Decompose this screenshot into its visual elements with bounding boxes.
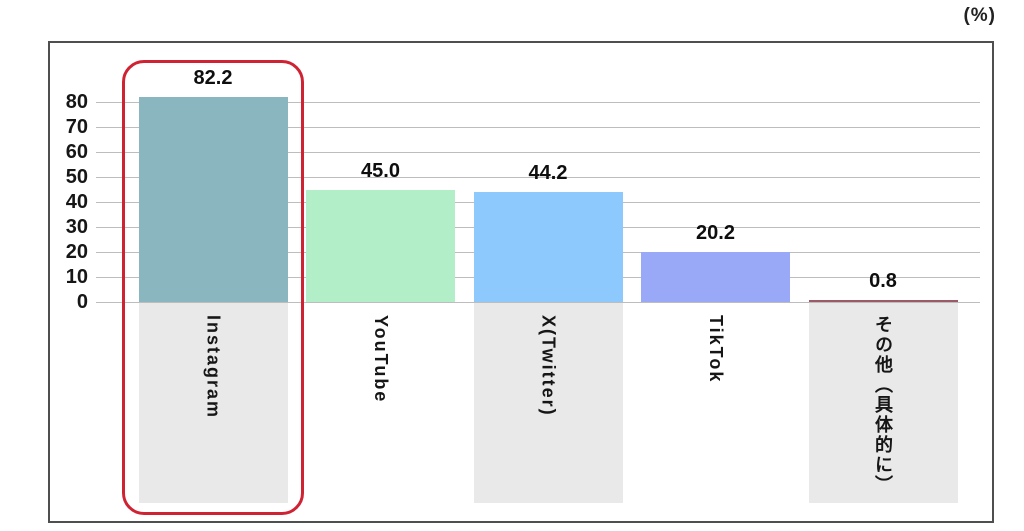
value-label: 45.0 bbox=[361, 159, 400, 182]
chart-plot-border bbox=[48, 41, 994, 523]
gridline bbox=[96, 152, 980, 153]
gridline bbox=[96, 102, 980, 103]
y-axis-tick-label: 30 bbox=[65, 216, 88, 238]
bar bbox=[473, 191, 623, 302]
value-label: 82.2 bbox=[193, 66, 233, 89]
bar bbox=[808, 300, 958, 302]
highlight-ring bbox=[122, 60, 304, 515]
y-axis-tick-label: 10 bbox=[65, 266, 88, 288]
y-axis-tick-label: 70 bbox=[65, 116, 88, 138]
category-slab bbox=[473, 303, 623, 503]
y-axis-tick-label: 20 bbox=[65, 241, 88, 263]
gridline bbox=[96, 127, 980, 128]
y-axis-tick-label: 80 bbox=[65, 91, 88, 113]
category-label: TikTok bbox=[706, 315, 726, 384]
bar bbox=[641, 251, 790, 302]
gridline bbox=[96, 302, 980, 303]
value-label: 20.2 bbox=[696, 221, 735, 244]
category-slab bbox=[138, 303, 288, 503]
y-axis-tick-label: 50 bbox=[65, 166, 88, 188]
bar bbox=[138, 96, 288, 302]
y-axis-tick-label: 60 bbox=[65, 141, 88, 163]
value-label: 44.2 bbox=[528, 161, 568, 184]
value-label: 0.8 bbox=[869, 270, 897, 292]
y-axis-tick-label: 0 bbox=[76, 291, 88, 313]
category-label: その他（具体的に） bbox=[873, 315, 893, 495]
y-axis-tick-label: 40 bbox=[65, 191, 88, 213]
bar bbox=[306, 189, 455, 302]
category-label: YouTube bbox=[371, 315, 391, 404]
category-slab bbox=[808, 303, 958, 503]
gridline bbox=[96, 177, 980, 178]
category-label: Instagram bbox=[203, 315, 224, 420]
unit-label: (%) bbox=[963, 5, 996, 26]
category-label: X(Twitter) bbox=[538, 315, 559, 417]
